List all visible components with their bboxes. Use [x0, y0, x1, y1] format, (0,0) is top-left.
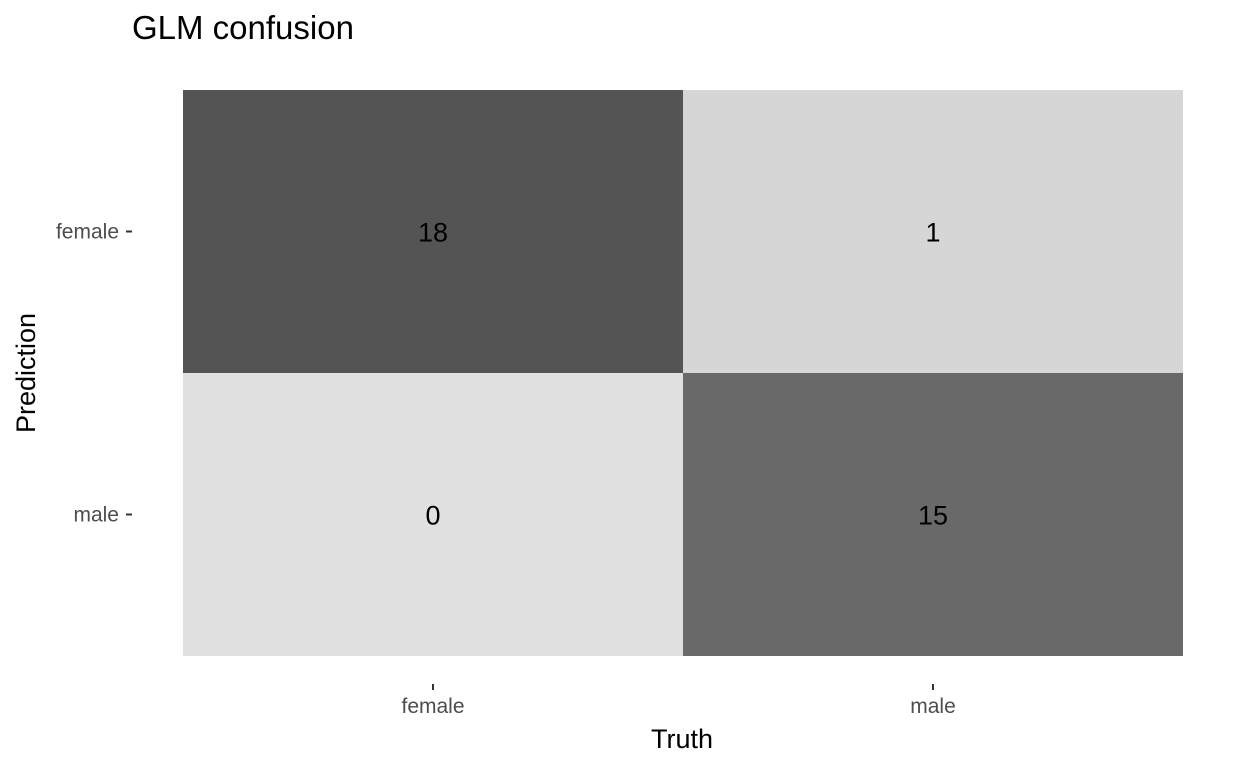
y-axis: female male: [56, 221, 132, 527]
heatmap-cell-female-male: [683, 90, 1183, 373]
chart-title: GLM confusion: [132, 9, 354, 46]
cell-value-labels: 18 1 0 15: [418, 218, 948, 531]
heatmap-cell-female-female: [183, 90, 683, 373]
x-tick-label-female: female: [401, 695, 464, 718]
cell-value-male-female: 0: [425, 501, 440, 531]
y-axis-title: Prediction: [11, 313, 41, 433]
heatmap-cell-male-female: [183, 373, 683, 656]
y-tick-label-female: female: [56, 221, 119, 244]
heatmap-cells: [183, 90, 1183, 656]
x-axis: female male: [401, 684, 956, 718]
cell-value-male-male: 15: [918, 501, 948, 531]
cell-value-female-male: 1: [925, 218, 940, 248]
x-tick-label-male: male: [910, 695, 956, 718]
heatmap-cell-male-male: [683, 373, 1183, 656]
x-axis-title: Truth: [651, 724, 713, 754]
cell-value-female-female: 18: [418, 218, 448, 248]
y-tick-label-male: male: [73, 504, 119, 527]
